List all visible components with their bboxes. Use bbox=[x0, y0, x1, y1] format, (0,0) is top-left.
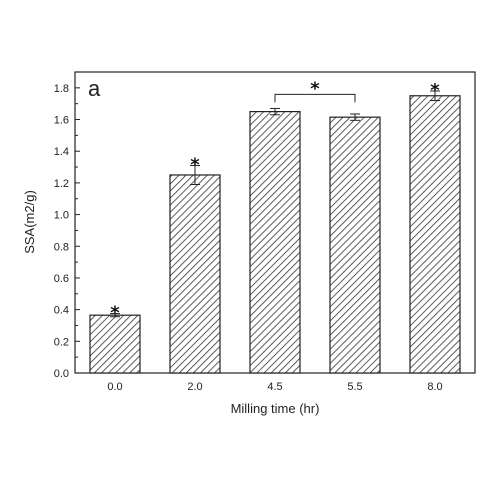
y-tick-label: 0.0 bbox=[54, 368, 69, 380]
x-tick-label: 5.5 bbox=[347, 381, 362, 393]
error-bars bbox=[110, 90, 440, 318]
x-axis: 0.0 2.0 4.5 5.5 8.0 bbox=[107, 368, 443, 393]
bar bbox=[169, 174, 221, 374]
y-tick-label: 0.4 bbox=[54, 305, 69, 317]
bar bbox=[329, 116, 381, 374]
y-tick-label: 1.0 bbox=[54, 210, 69, 222]
y-tick-label: 0.8 bbox=[54, 241, 69, 253]
x-axis-title: Milling time (hr) bbox=[231, 401, 320, 416]
y-tick-label: 1.8 bbox=[54, 83, 69, 95]
x-tick-label: 8.0 bbox=[427, 381, 442, 393]
significance-star: * bbox=[110, 303, 120, 324]
bar bbox=[409, 95, 461, 374]
y-tick-label: 0.2 bbox=[54, 336, 69, 348]
bar bbox=[89, 314, 141, 374]
significance-star: * bbox=[190, 154, 200, 175]
panel-label: a bbox=[88, 76, 101, 101]
y-tick-label: 1.2 bbox=[54, 178, 69, 190]
y-tick-label: 0.6 bbox=[54, 273, 69, 285]
x-tick-label: 2.0 bbox=[187, 381, 202, 393]
bar bbox=[249, 111, 301, 374]
significance-star: * bbox=[310, 78, 320, 99]
significance-star: * bbox=[430, 80, 440, 101]
y-axis-title: SSA(m2/g) bbox=[22, 190, 37, 254]
y-tick-label: 1.4 bbox=[54, 146, 69, 158]
y-tick-label: 1.6 bbox=[54, 115, 69, 127]
y-axis: 0.0 0.2 0.4 0.6 0.8 1.0 1.2 1.4 1.6 1.8 bbox=[54, 83, 80, 380]
x-tick-label: 4.5 bbox=[267, 381, 282, 393]
significance-marks: * * * * bbox=[110, 78, 440, 323]
significance-bracket bbox=[274, 93, 356, 103]
x-tick-label: 0.0 bbox=[107, 381, 122, 393]
